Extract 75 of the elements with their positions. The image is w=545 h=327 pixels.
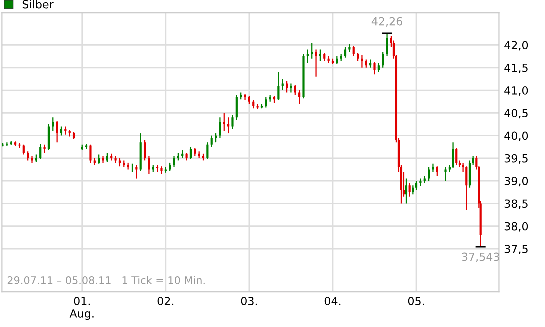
candlestick bbox=[236, 94, 238, 120]
y-tick-label: 39,5 bbox=[504, 154, 528, 164]
candlestick bbox=[290, 83, 292, 94]
candlestick bbox=[223, 112, 226, 132]
candlestick bbox=[48, 124, 50, 151]
candlestick bbox=[311, 42, 314, 60]
y-tick-label: 39,0 bbox=[504, 177, 528, 187]
candlestick bbox=[286, 80, 288, 94]
candlestick bbox=[206, 142, 209, 160]
candlestick bbox=[52, 117, 54, 132]
x-tick-label: 05. bbox=[408, 297, 424, 306]
candlestick bbox=[232, 114, 234, 130]
candlestick bbox=[219, 117, 222, 139]
candlestick bbox=[405, 178, 408, 204]
y-tick-label: 40,0 bbox=[504, 132, 528, 142]
candlestick bbox=[315, 49, 318, 78]
candlestick bbox=[444, 166, 447, 182]
candlestick bbox=[452, 142, 454, 169]
candlestick bbox=[210, 135, 213, 148]
candlestick bbox=[148, 156, 150, 175]
candlestick bbox=[136, 164, 138, 180]
candlestick bbox=[22, 144, 25, 156]
candlestick bbox=[361, 54, 364, 68]
candlestick bbox=[106, 152, 108, 163]
candlestick bbox=[265, 96, 268, 108]
candlestick bbox=[294, 84, 296, 96]
candlestick bbox=[428, 166, 430, 182]
x-tick-label: 01. Aug. bbox=[70, 297, 94, 320]
candlestick bbox=[466, 166, 468, 212]
y-tick-label: 42,0 bbox=[504, 41, 528, 51]
candlestick bbox=[386, 32, 388, 58]
candlestick bbox=[31, 156, 34, 164]
candlestick bbox=[56, 120, 58, 144]
candlestick bbox=[190, 146, 192, 160]
candlestick bbox=[44, 144, 46, 154]
candlestick bbox=[415, 180, 418, 191]
candlestick bbox=[114, 156, 117, 164]
candlestick bbox=[408, 182, 411, 198]
candlestick bbox=[456, 148, 458, 166]
y-tick-label: 41,5 bbox=[504, 64, 528, 74]
candlestick bbox=[40, 143, 42, 160]
candlestick bbox=[472, 156, 474, 166]
candlestick bbox=[432, 163, 434, 173]
candlestick bbox=[468, 160, 472, 188]
y-tick-label: 41,0 bbox=[504, 86, 528, 96]
candlestick bbox=[160, 166, 163, 175]
y-tick-label: 40,5 bbox=[504, 109, 528, 119]
legend-label: Silber bbox=[22, 0, 54, 9]
y-tick-label: 37,5 bbox=[504, 244, 528, 255]
annotation: 37,543 bbox=[462, 252, 500, 262]
y-tick-label: 38,5 bbox=[504, 200, 528, 210]
x-tick-label: 02. bbox=[158, 297, 174, 306]
candlestick bbox=[412, 185, 414, 196]
y-tick-label: 38,0 bbox=[504, 222, 528, 232]
candlestick bbox=[18, 142, 21, 150]
x-tick-label: 03. bbox=[241, 297, 258, 306]
candlestick bbox=[378, 62, 380, 73]
candlestick bbox=[173, 156, 176, 168]
candlestick bbox=[60, 126, 63, 136]
candlestick bbox=[282, 78, 284, 92]
candlestick bbox=[382, 51, 384, 68]
candlestick bbox=[144, 140, 146, 162]
candlestick bbox=[344, 46, 347, 58]
candlestick bbox=[436, 166, 438, 178]
candlestick bbox=[298, 90, 301, 105]
candlestick bbox=[278, 72, 280, 102]
annotation: 42,26 bbox=[372, 17, 402, 27]
candlestick bbox=[27, 151, 30, 162]
x-tick-label: 04. bbox=[324, 297, 341, 306]
candlestick bbox=[352, 46, 355, 58]
annotation: 29.07.11 – 05.08.11 1 Tick = 10 Min. bbox=[8, 276, 205, 284]
candlestick bbox=[98, 154, 100, 164]
candlestick bbox=[90, 144, 92, 164]
candlestick bbox=[374, 62, 376, 76]
candlestick bbox=[102, 156, 104, 164]
